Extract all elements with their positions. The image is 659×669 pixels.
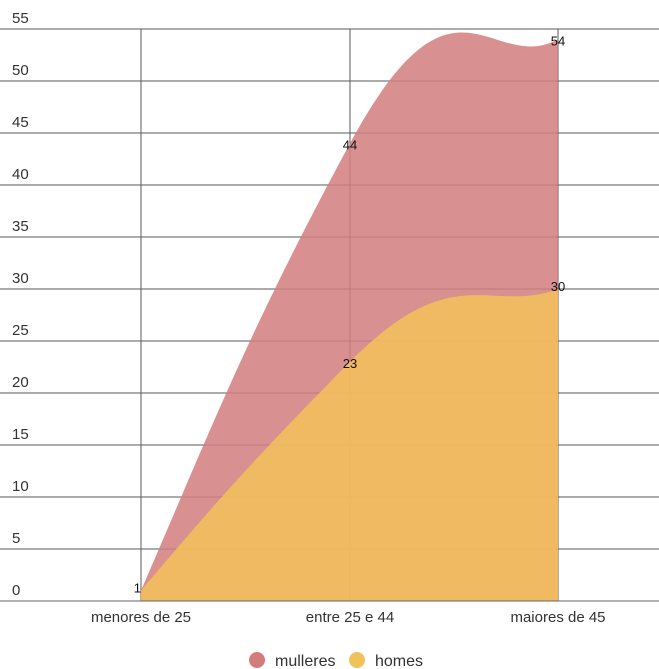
y-tick-label: 25	[12, 322, 29, 339]
legend-swatch	[349, 652, 365, 668]
y-tick-label: 5	[12, 530, 20, 547]
data-label: 44	[343, 137, 357, 152]
y-tick-label: 10	[12, 478, 29, 495]
y-tick-label: 0	[12, 582, 20, 599]
legend-item-mulleres: mulleres	[249, 652, 335, 669]
data-labels: 1 44 54 23 30	[134, 33, 565, 595]
legend-swatch	[249, 652, 265, 668]
legend-label: mulleres	[275, 653, 335, 669]
y-tick-label: 20	[12, 374, 29, 391]
legend: mulleres homes	[249, 652, 423, 669]
y-tick-label: 40	[12, 166, 29, 183]
y-tick-label: 45	[12, 114, 29, 131]
y-tick-label: 15	[12, 426, 29, 443]
data-label: 1	[134, 581, 141, 596]
y-axis-ticks: 0 5 10 15 20 25 30 35 40 45 50 55	[12, 10, 29, 599]
legend-label: homes	[375, 653, 423, 669]
data-label: 23	[343, 356, 357, 371]
series-areas	[0, 32, 659, 602]
data-label: 54	[551, 33, 565, 48]
y-tick-label: 30	[12, 270, 29, 287]
y-tick-label: 50	[12, 62, 29, 79]
x-axis: menores de 25 entre 25 e 44 maiores de 45	[91, 609, 606, 626]
area-homes	[141, 289, 558, 601]
x-tick-label: menores de 25	[91, 609, 191, 626]
x-tick-label: entre 25 e 44	[306, 609, 394, 626]
x-tick-label: maiores de 45	[510, 609, 605, 626]
y-tick-label: 55	[12, 10, 29, 27]
y-tick-label: 35	[12, 218, 29, 235]
data-label: 30	[551, 279, 565, 294]
legend-item-homes: homes	[349, 652, 423, 669]
